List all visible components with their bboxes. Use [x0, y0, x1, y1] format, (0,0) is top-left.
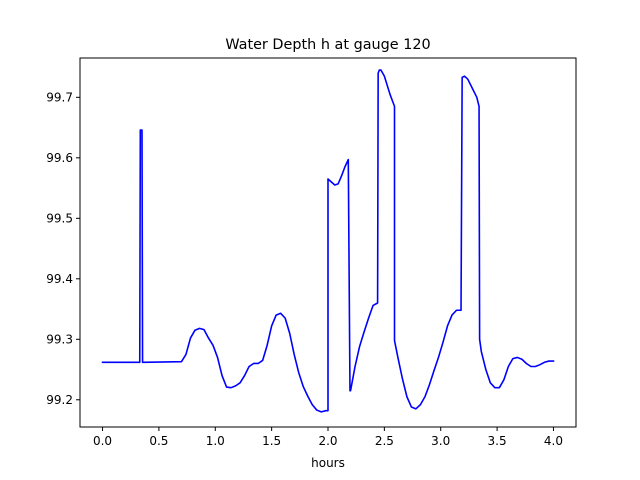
x-tick-label: 4.0	[544, 434, 563, 448]
x-tick-label: 1.0	[206, 434, 225, 448]
chart-title: Water Depth h at gauge 120	[225, 37, 430, 53]
plot-area	[101, 69, 555, 413]
y-tick-label: 99.4	[46, 272, 73, 286]
x-tick-label: 2.5	[375, 434, 394, 448]
axes-frame	[79, 57, 577, 428]
x-tick-label: 3.5	[488, 434, 507, 448]
y-tick-label: 99.5	[46, 211, 73, 225]
y-tick-label: 99.3	[46, 332, 73, 346]
x-axis-label: hours	[311, 456, 345, 470]
y-tick-label: 99.2	[46, 393, 73, 407]
x-tick-label: 3.0	[431, 434, 450, 448]
y-tick-label: 99.7	[46, 90, 73, 104]
y-tick-label: 99.6	[46, 151, 73, 165]
x-tick-label: 0.0	[93, 434, 112, 448]
x-axis: 0.0 0.5 1.0 1.5 2.0 2.5 3.0 3.5 4.0	[93, 427, 563, 448]
x-tick-label: 2.0	[318, 434, 337, 448]
x-tick-label: 1.5	[262, 434, 281, 448]
y-axis: 99.2 99.3 99.4 99.5 99.6 99.7	[46, 90, 80, 407]
x-tick-label: 0.5	[149, 434, 168, 448]
series-line-0	[101, 69, 555, 413]
